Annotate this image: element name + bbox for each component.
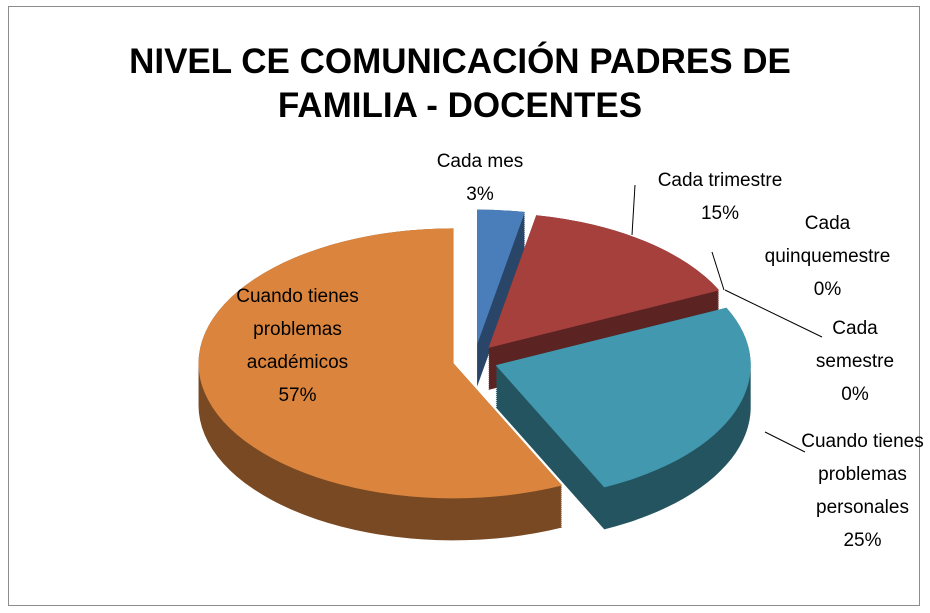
data-label: Cuando tienes problemas académicos 57%	[230, 280, 365, 412]
data-label: Cuando tienes problemas personales 25%	[795, 425, 930, 557]
value-label: 25%	[843, 530, 882, 551]
category-label: Cada quinquemestre	[764, 213, 891, 267]
category-label: Cuando tienes problemas personales	[801, 431, 924, 518]
chart-frame	[8, 6, 920, 606]
data-label: Cada quinquemestre 0%	[760, 207, 895, 306]
slice	[198, 228, 563, 499]
category-label: Cada mes	[436, 151, 524, 172]
slice	[488, 215, 720, 348]
leader-line	[724, 289, 823, 338]
category-label: Cada trimestre	[657, 170, 783, 191]
value-label: 15%	[700, 203, 740, 224]
leader-line	[711, 251, 725, 291]
slice	[477, 209, 525, 345]
data-label: Cada semestre 0%	[800, 312, 910, 411]
data-label: Cada mes 3%	[420, 145, 540, 211]
leader-line	[764, 431, 806, 453]
value-label: 57%	[278, 385, 317, 406]
value-label: 3%	[466, 184, 494, 205]
leader-line	[631, 184, 636, 236]
category-label: Cada semestre	[815, 318, 895, 372]
chart-title: NIVEL CE COMUNICACIÓN PADRES DE FAMILIA …	[129, 42, 791, 125]
value-label: 0%	[841, 384, 869, 405]
slice	[495, 307, 751, 488]
value-label: 0%	[813, 279, 842, 300]
category-label: Cuando tienes problemas académicos	[236, 286, 359, 373]
data-label: Cada trimestre 15%	[640, 164, 800, 230]
